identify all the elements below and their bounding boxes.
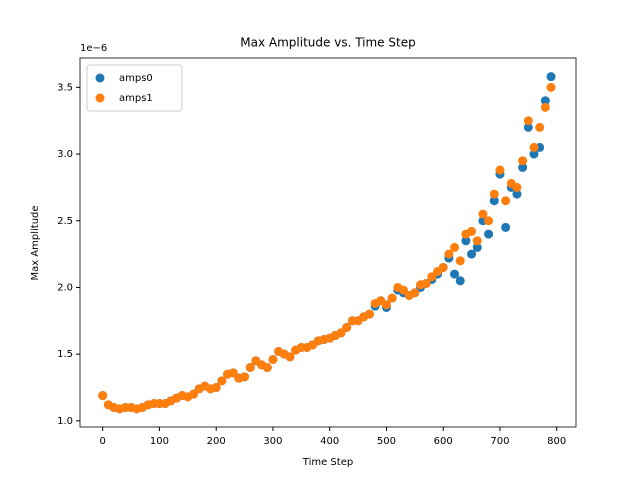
point <box>211 383 221 393</box>
point <box>228 368 238 378</box>
legend-marker <box>95 93 105 103</box>
point <box>398 285 408 295</box>
point <box>484 229 494 239</box>
x-tick-label: 300 <box>263 436 282 447</box>
x-tick-label: 100 <box>150 436 169 447</box>
point <box>523 122 533 132</box>
point <box>217 376 227 386</box>
point <box>472 242 482 252</box>
point <box>427 272 437 282</box>
y-axis-label: Max Amplitude <box>30 205 41 280</box>
point <box>268 354 278 364</box>
point <box>489 189 499 199</box>
point <box>381 300 391 310</box>
point <box>421 278 431 288</box>
point <box>387 293 397 303</box>
point <box>438 262 448 272</box>
y-tick-label: 3.0 <box>57 149 73 160</box>
point <box>546 72 556 82</box>
y-offset-label: 1e−6 <box>80 43 107 54</box>
x-tick-label: 500 <box>377 436 396 447</box>
y-tick-label: 3.5 <box>57 82 73 93</box>
point <box>461 236 471 246</box>
point <box>512 189 522 199</box>
legend-label: amps1 <box>119 93 153 104</box>
point <box>467 226 477 236</box>
point <box>364 309 374 319</box>
point <box>262 363 272 373</box>
point <box>523 116 533 126</box>
y-tick-label: 2.0 <box>57 282 73 293</box>
y-tick-label: 1.5 <box>57 349 73 360</box>
point <box>444 249 454 259</box>
point <box>535 122 545 132</box>
x-tick-label: 700 <box>490 436 509 447</box>
y-tick-label: 2.5 <box>57 216 73 227</box>
point <box>529 142 539 152</box>
point <box>484 216 494 226</box>
point <box>467 249 477 259</box>
x-tick-label: 200 <box>207 436 226 447</box>
point <box>245 363 255 373</box>
point <box>450 242 460 252</box>
legend-marker <box>95 73 105 83</box>
point <box>98 391 108 401</box>
point <box>478 209 488 219</box>
point <box>285 352 295 362</box>
x-tick-label: 0 <box>100 436 106 447</box>
x-axis-label: Time Step <box>302 457 353 468</box>
point <box>529 149 539 159</box>
point <box>501 196 511 206</box>
point <box>512 182 522 192</box>
point <box>501 222 511 232</box>
point <box>410 288 420 298</box>
point <box>489 196 499 206</box>
x-tick-label: 400 <box>320 436 339 447</box>
point <box>450 269 460 279</box>
point <box>336 328 346 338</box>
chart-title: Max Amplitude vs. Time Step <box>240 36 415 50</box>
point <box>455 256 465 266</box>
plot-frame <box>79 57 577 428</box>
point <box>540 96 550 106</box>
point <box>455 276 465 286</box>
point <box>518 162 528 172</box>
point <box>540 102 550 112</box>
point <box>189 389 199 399</box>
y-tick-label: 1.0 <box>57 416 73 427</box>
point <box>518 156 528 166</box>
point <box>472 236 482 246</box>
x-tick-label: 600 <box>434 436 453 447</box>
point <box>240 372 250 382</box>
point <box>342 322 352 332</box>
point <box>546 82 556 92</box>
x-tick-label: 800 <box>547 436 566 447</box>
point <box>495 165 505 175</box>
legend-box <box>86 64 183 112</box>
legend-label: amps0 <box>119 73 153 84</box>
